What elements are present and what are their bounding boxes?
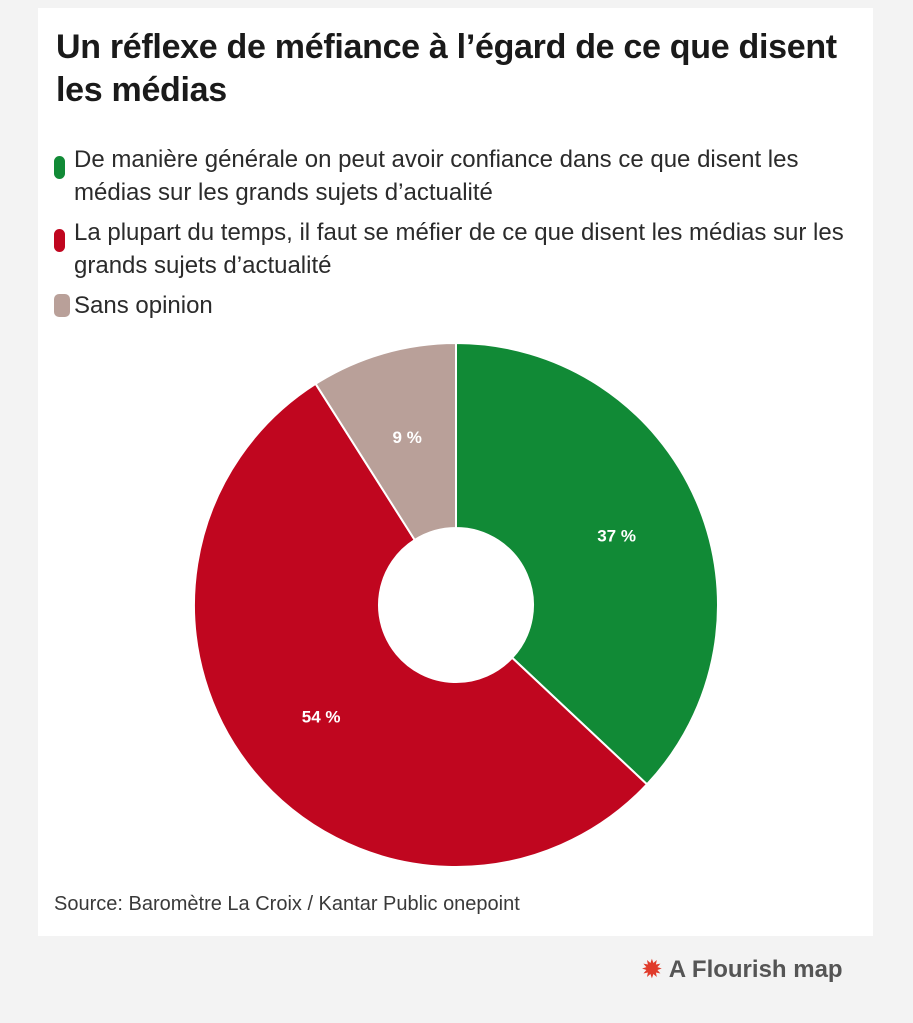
flourish-label: A Flourish map — [668, 955, 843, 983]
legend-label: Sans opinion — [74, 292, 213, 319]
chart-card: Un réflexe de méfiance à l’égard de ce q… — [38, 8, 873, 936]
legend-item-mefiance[interactable]: La plupart du temps, il faut se méfier d… — [54, 216, 854, 282]
slice-value-label-0: 37 % — [597, 526, 636, 545]
legend-item-sans-opinion[interactable]: Sans opinion — [54, 289, 854, 322]
legend-swatch-red — [54, 229, 65, 252]
slice-value-label-1: 54 % — [302, 708, 341, 727]
flourish-star-icon: ✹ — [641, 954, 663, 984]
source-note: Source: Baromètre La Croix / Kantar Publ… — [54, 893, 520, 915]
donut-chart: 37 % 54 % 9 % — [193, 341, 719, 868]
donut-slice-2[interactable] — [314, 341, 457, 542]
legend: De manière générale on peut avoir confia… — [54, 143, 854, 329]
legend-swatch-green — [54, 156, 65, 179]
slice-value-label-2: 9 % — [393, 428, 422, 447]
legend-label: De manière générale on peut avoir confia… — [74, 146, 799, 206]
chart-title: Un réflexe de méfiance à l’égard de ce q… — [56, 28, 837, 109]
legend-label: La plupart du temps, il faut se méfier d… — [74, 219, 844, 279]
donut-slice-1[interactable] — [193, 382, 649, 868]
flourish-branding[interactable]: ✹ A Flourish map — [641, 954, 843, 985]
legend-item-confiance[interactable]: De manière générale on peut avoir confia… — [54, 143, 854, 209]
legend-swatch-taupe — [54, 294, 70, 317]
donut-slice-0[interactable] — [455, 341, 719, 786]
